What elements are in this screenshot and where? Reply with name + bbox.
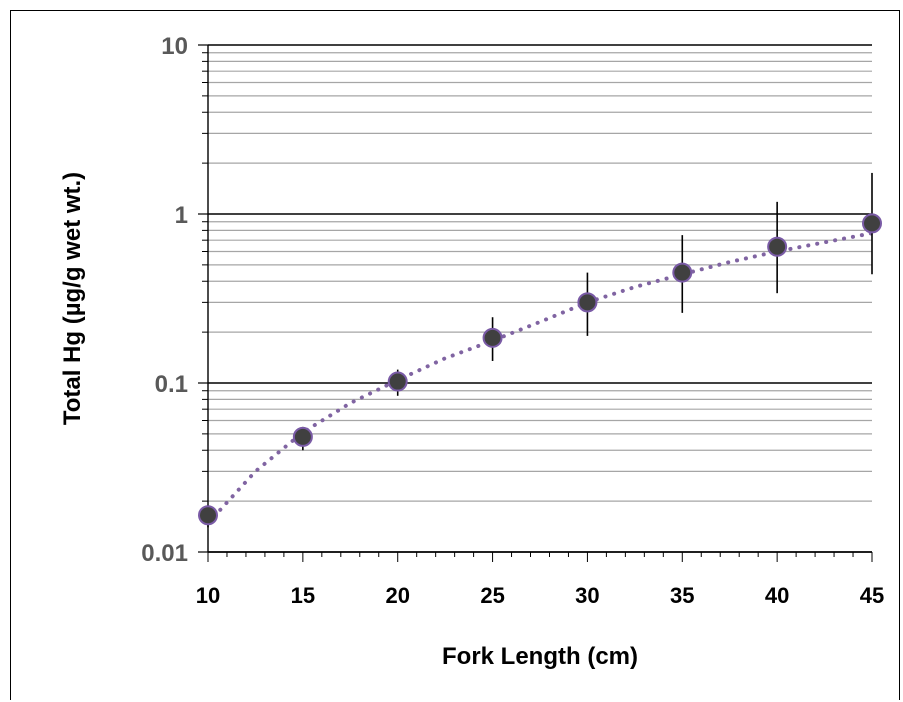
chart-frame xyxy=(10,10,900,700)
data-point xyxy=(292,426,313,447)
data-point xyxy=(387,371,408,392)
data-point xyxy=(577,292,598,313)
x-tick-label: 35 xyxy=(670,583,694,608)
data-point xyxy=(198,505,218,526)
grid-lines xyxy=(208,44,872,553)
y-tick-label: 0.1 xyxy=(155,371,188,398)
y-tick-label: 10 xyxy=(161,33,188,60)
y-tick-label: 1 xyxy=(175,202,188,229)
trendline xyxy=(206,231,874,526)
trendline-path xyxy=(206,231,874,526)
x-tick-label: 45 xyxy=(860,583,884,608)
x-tick-label: 15 xyxy=(291,583,315,608)
x-axis-title: Fork Length (cm) xyxy=(442,643,638,670)
x-tick-label: 10 xyxy=(196,583,220,608)
tick-labels: 10 15 20 25 30 35 40 45 0.01 0.1 1 10 xyxy=(141,33,884,608)
error-bars xyxy=(207,172,873,528)
data-point xyxy=(862,213,882,234)
x-tick-label: 25 xyxy=(480,583,504,608)
y-tick-label: 0.01 xyxy=(141,540,188,567)
axes xyxy=(198,44,873,562)
x-tick-label: 30 xyxy=(575,583,599,608)
y-axis-title: Total Hg (µg/g wet wt.) xyxy=(59,172,86,425)
data-point xyxy=(672,262,693,283)
data-point xyxy=(482,327,503,348)
data-points xyxy=(198,213,882,526)
x-tick-label: 40 xyxy=(765,583,789,608)
x-tick-label: 20 xyxy=(385,583,409,608)
data-point xyxy=(767,236,788,257)
